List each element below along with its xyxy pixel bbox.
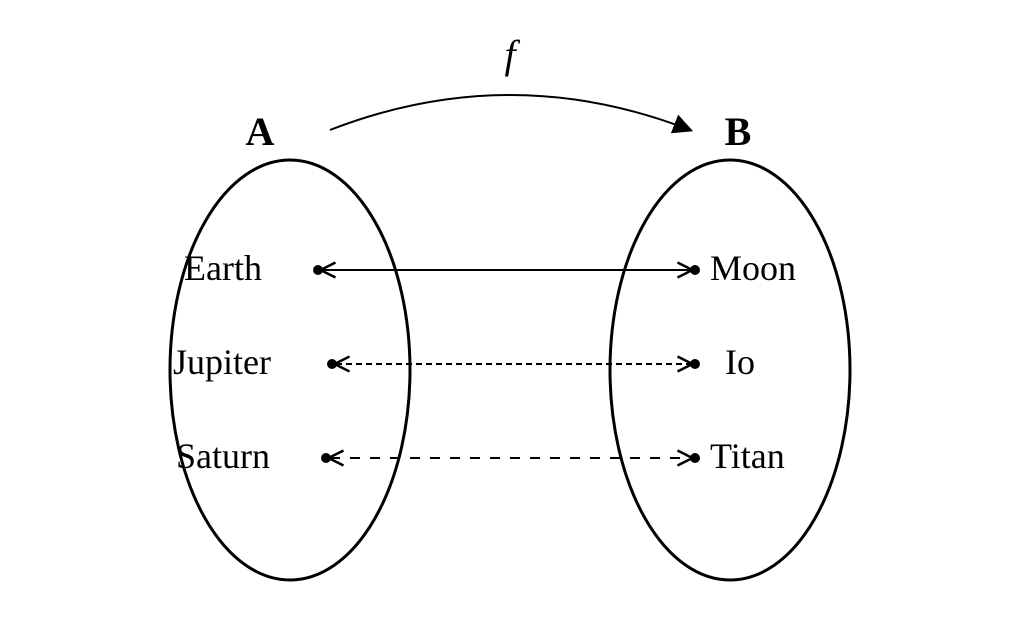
set-b-label: B bbox=[725, 109, 752, 154]
set-a-dot bbox=[327, 359, 337, 369]
set-a-item-label: Saturn bbox=[176, 436, 270, 476]
set-b-item-label: Titan bbox=[710, 436, 785, 476]
set-b-dot bbox=[690, 265, 700, 275]
set-b-dot bbox=[690, 453, 700, 463]
function-label: f bbox=[504, 32, 520, 77]
set-b-dot bbox=[690, 359, 700, 369]
set-a-item-label: Jupiter bbox=[173, 342, 271, 382]
set-a-dot bbox=[313, 265, 323, 275]
mapping-arrows bbox=[322, 270, 691, 458]
function-arc bbox=[330, 95, 690, 130]
set-b-item-label: Io bbox=[725, 342, 755, 382]
set-a-dot bbox=[321, 453, 331, 463]
mapping-diagram: f A B Earth Jupiter Saturn Moon Io Titan bbox=[0, 0, 1024, 623]
set-a-label: A bbox=[246, 109, 275, 154]
set-a-item-label: Earth bbox=[184, 248, 262, 288]
set-a-items: Earth Jupiter Saturn bbox=[173, 248, 337, 476]
set-b-items: Moon Io Titan bbox=[690, 248, 796, 476]
set-b-item-label: Moon bbox=[710, 248, 796, 288]
